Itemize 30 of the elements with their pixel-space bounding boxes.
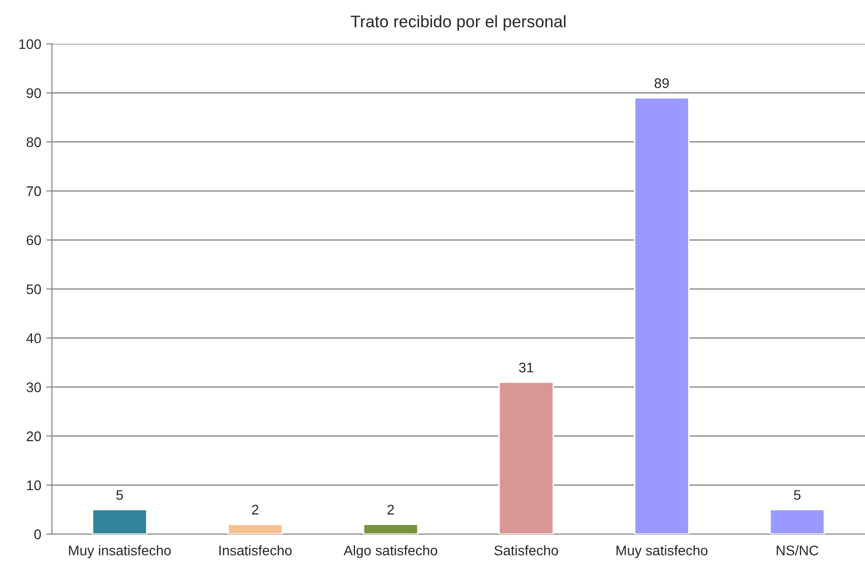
data-label: 2 <box>388 504 394 514</box>
y-tick-label: 90 <box>26 88 41 98</box>
x-tick-label: Muy satisfecho <box>616 545 708 558</box>
y-tick-label: 30 <box>26 382 41 392</box>
y-tick-label: 40 <box>26 333 41 344</box>
bar <box>498 381 554 534</box>
data-label: 31 <box>519 362 534 372</box>
y-tick-label: 80 <box>26 137 41 148</box>
y-tick-label: 100 <box>19 39 41 50</box>
chart-title: Trato recibido por el personal <box>350 15 566 31</box>
y-tick-label: 10 <box>27 480 41 490</box>
x-tick-label: NS/NC <box>776 545 818 556</box>
y-tick-label: 20 <box>26 431 41 442</box>
y-tick-label: 70 <box>26 186 41 196</box>
y-tick-label: 50 <box>26 284 41 294</box>
y-tick-label: 0 <box>34 529 41 540</box>
x-tick-label: Algo satisfecho <box>344 545 438 558</box>
x-tick-label: Insatisfecho <box>219 545 292 556</box>
data-label: 5 <box>794 490 801 500</box>
x-tick-label: Muy insatisfecho <box>69 545 171 558</box>
y-tick-label: 60 <box>26 235 41 246</box>
data-label: 2 <box>252 504 258 514</box>
x-tick-label: Satisfecho <box>494 545 558 556</box>
bar <box>634 97 690 534</box>
bar <box>227 524 283 534</box>
bar <box>92 508 148 534</box>
bar <box>769 508 826 534</box>
data-label: 89 <box>654 78 669 88</box>
bar <box>362 524 418 534</box>
data-label: 5 <box>116 490 123 500</box>
